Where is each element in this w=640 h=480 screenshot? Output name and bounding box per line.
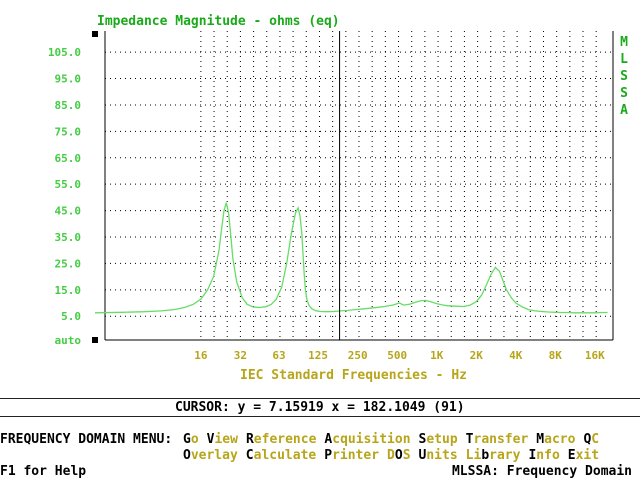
- corner-marker: [92, 31, 98, 37]
- menu-item-text: acro: [544, 432, 576, 447]
- menu-item-hotkey: G: [183, 432, 191, 447]
- menu-item-text: eference: [253, 432, 317, 447]
- x-axis-labels: 16 32 63 125 250 500 1K 2K 4K 8K 16K: [194, 349, 605, 362]
- menu-item-hotkey: O: [394, 448, 403, 463]
- menu-item-hotkey: R: [245, 432, 254, 447]
- x-axis-title: IEC Standard Frequencies - Hz: [240, 368, 467, 383]
- menu-item-text: o: [190, 432, 199, 447]
- cursor-readout: CURSOR: y = 7.15919 x = 182.1049 (91): [175, 400, 465, 415]
- menu-item-hotkey: E: [567, 448, 576, 463]
- menu-row-1: Go View Reference Acquisition Setup Transfer M…: [183, 432, 607, 447]
- x-tick-label: 63: [272, 349, 285, 362]
- menu-item-hotkey: Q: [583, 432, 592, 447]
- menu-item-text: Li: [465, 448, 482, 463]
- y-tick-label: auto: [55, 334, 82, 347]
- x-tick-label: 16K: [585, 349, 605, 362]
- plot-grid: [105, 31, 613, 340]
- menu-item-Info[interactable]: Info: [528, 448, 559, 463]
- impedance-curve-group: [94, 202, 608, 314]
- y-tick-label: 65.0: [55, 152, 82, 165]
- menu-item-View[interactable]: View: [207, 432, 238, 447]
- y-tick-label: 15.0: [55, 284, 82, 297]
- x-tick-label: 8K: [549, 349, 563, 362]
- mlssa-vertical-label: M L S S A: [616, 34, 632, 119]
- y-tick-label: 55.0: [55, 178, 82, 191]
- menu-item-Overlay[interactable]: Overlay: [183, 448, 238, 463]
- menu-item-text: verlay: [190, 448, 238, 463]
- menu-item-DOS[interactable]: DOS: [387, 448, 410, 463]
- menu-item-text: S: [402, 448, 411, 463]
- menu-item-text: C: [591, 432, 600, 447]
- menu-row-2: Overlay Calculate Printer DOS Units Library In…: [183, 448, 607, 463]
- menu-item-Library[interactable]: Library: [466, 448, 521, 463]
- menu-item-Reference[interactable]: Reference: [246, 432, 316, 447]
- menu-item-hotkey: V: [206, 432, 215, 447]
- menu-item-Exit[interactable]: Exit: [568, 448, 599, 463]
- x-tick-label: 500: [387, 349, 407, 362]
- menu-item-text: cquisition: [332, 432, 411, 447]
- vertical-letter: M: [620, 35, 628, 50]
- y-tick-label: 95.0: [55, 73, 82, 86]
- menu-item-text: etup: [426, 432, 458, 447]
- x-tick-label: 32: [234, 349, 247, 362]
- help-hint: F1 for Help: [0, 464, 87, 479]
- vertical-letter: L: [620, 52, 628, 67]
- menu-item-hotkey: M: [536, 432, 545, 447]
- impedance-curve: [94, 202, 608, 314]
- menu-item-hotkey: b: [481, 448, 490, 463]
- menu-item-Macro[interactable]: Macro: [536, 432, 575, 447]
- y-tick-label: 75.0: [55, 125, 82, 138]
- menu-item-Go[interactable]: Go: [183, 432, 199, 447]
- menu-item-hotkey: C: [245, 448, 254, 463]
- menu-item-hotkey: O: [183, 448, 191, 463]
- menu-item-Calculate[interactable]: Calculate: [246, 448, 316, 463]
- x-tick-label: 2K: [470, 349, 484, 362]
- divider: [0, 398, 640, 399]
- menu-item-Setup[interactable]: Setup: [419, 432, 458, 447]
- menu-title: FREQUENCY DOMAIN MENU:: [0, 432, 173, 447]
- vertical-letter: S: [620, 86, 628, 101]
- menu-item-Transfer[interactable]: Transfer: [466, 432, 529, 447]
- y-tick-label: 35.0: [55, 231, 82, 244]
- menu-item-Acquisition[interactable]: Acquisition: [324, 432, 410, 447]
- menu-item-text: rinter: [332, 448, 380, 463]
- menu-item-hotkey: I: [528, 448, 537, 463]
- vertical-letter: A: [620, 103, 628, 118]
- menu-item-hotkey: S: [418, 432, 427, 447]
- menu-item-text: iew: [214, 432, 238, 447]
- y-tick-label: 105.0: [48, 46, 81, 59]
- y-tick-label: 5.0: [61, 310, 81, 323]
- menu-item-Printer[interactable]: Printer: [324, 448, 379, 463]
- menu-item-text: xit: [575, 448, 600, 463]
- vertical-letter: S: [620, 69, 628, 84]
- menu-item-hotkey: A: [324, 432, 333, 447]
- menu-item-hotkey: P: [324, 448, 333, 463]
- menu-item-text: alculate: [253, 448, 317, 463]
- menu-item-Units[interactable]: Units: [419, 448, 458, 463]
- x-tick-label: 16: [194, 349, 208, 362]
- menu-item-hotkey: T: [465, 432, 474, 447]
- menu-item-text: rary: [489, 448, 521, 463]
- x-tick-label: 250: [348, 349, 368, 362]
- x-tick-label: 125: [308, 349, 328, 362]
- status-text: MLSSA: Frequency Domain: [451, 464, 632, 479]
- y-axis-labels: 105.0 95.0 85.0 75.0 65.0 55.0 45.0 35.0 25.0 15.…: [48, 46, 81, 347]
- menu-item-text: ransfer: [473, 432, 529, 447]
- menu-item-text: D: [387, 448, 395, 463]
- y-tick-label: 85.0: [55, 99, 82, 112]
- menu-item-text: nfo: [536, 448, 560, 463]
- menu-item-hotkey: U: [418, 448, 427, 463]
- chart-title: Impedance Magnitude - ohms (eq): [97, 14, 340, 29]
- plot-frame: [92, 31, 614, 343]
- menu-item-QC[interactable]: QC: [583, 432, 599, 447]
- x-tick-label: 1K: [430, 349, 444, 362]
- y-tick-label: 45.0: [55, 205, 82, 218]
- x-tick-label: 4K: [509, 349, 523, 362]
- impedance-plot[interactable]: 105.0 95.0 85.0 75.0 65.0 55.0 45.0 35.0 25.0 15.…: [0, 0, 640, 370]
- menu-item-text: nits: [426, 448, 458, 463]
- y-tick-label: 25.0: [55, 257, 82, 270]
- divider: [0, 416, 640, 417]
- corner-marker: [92, 337, 98, 343]
